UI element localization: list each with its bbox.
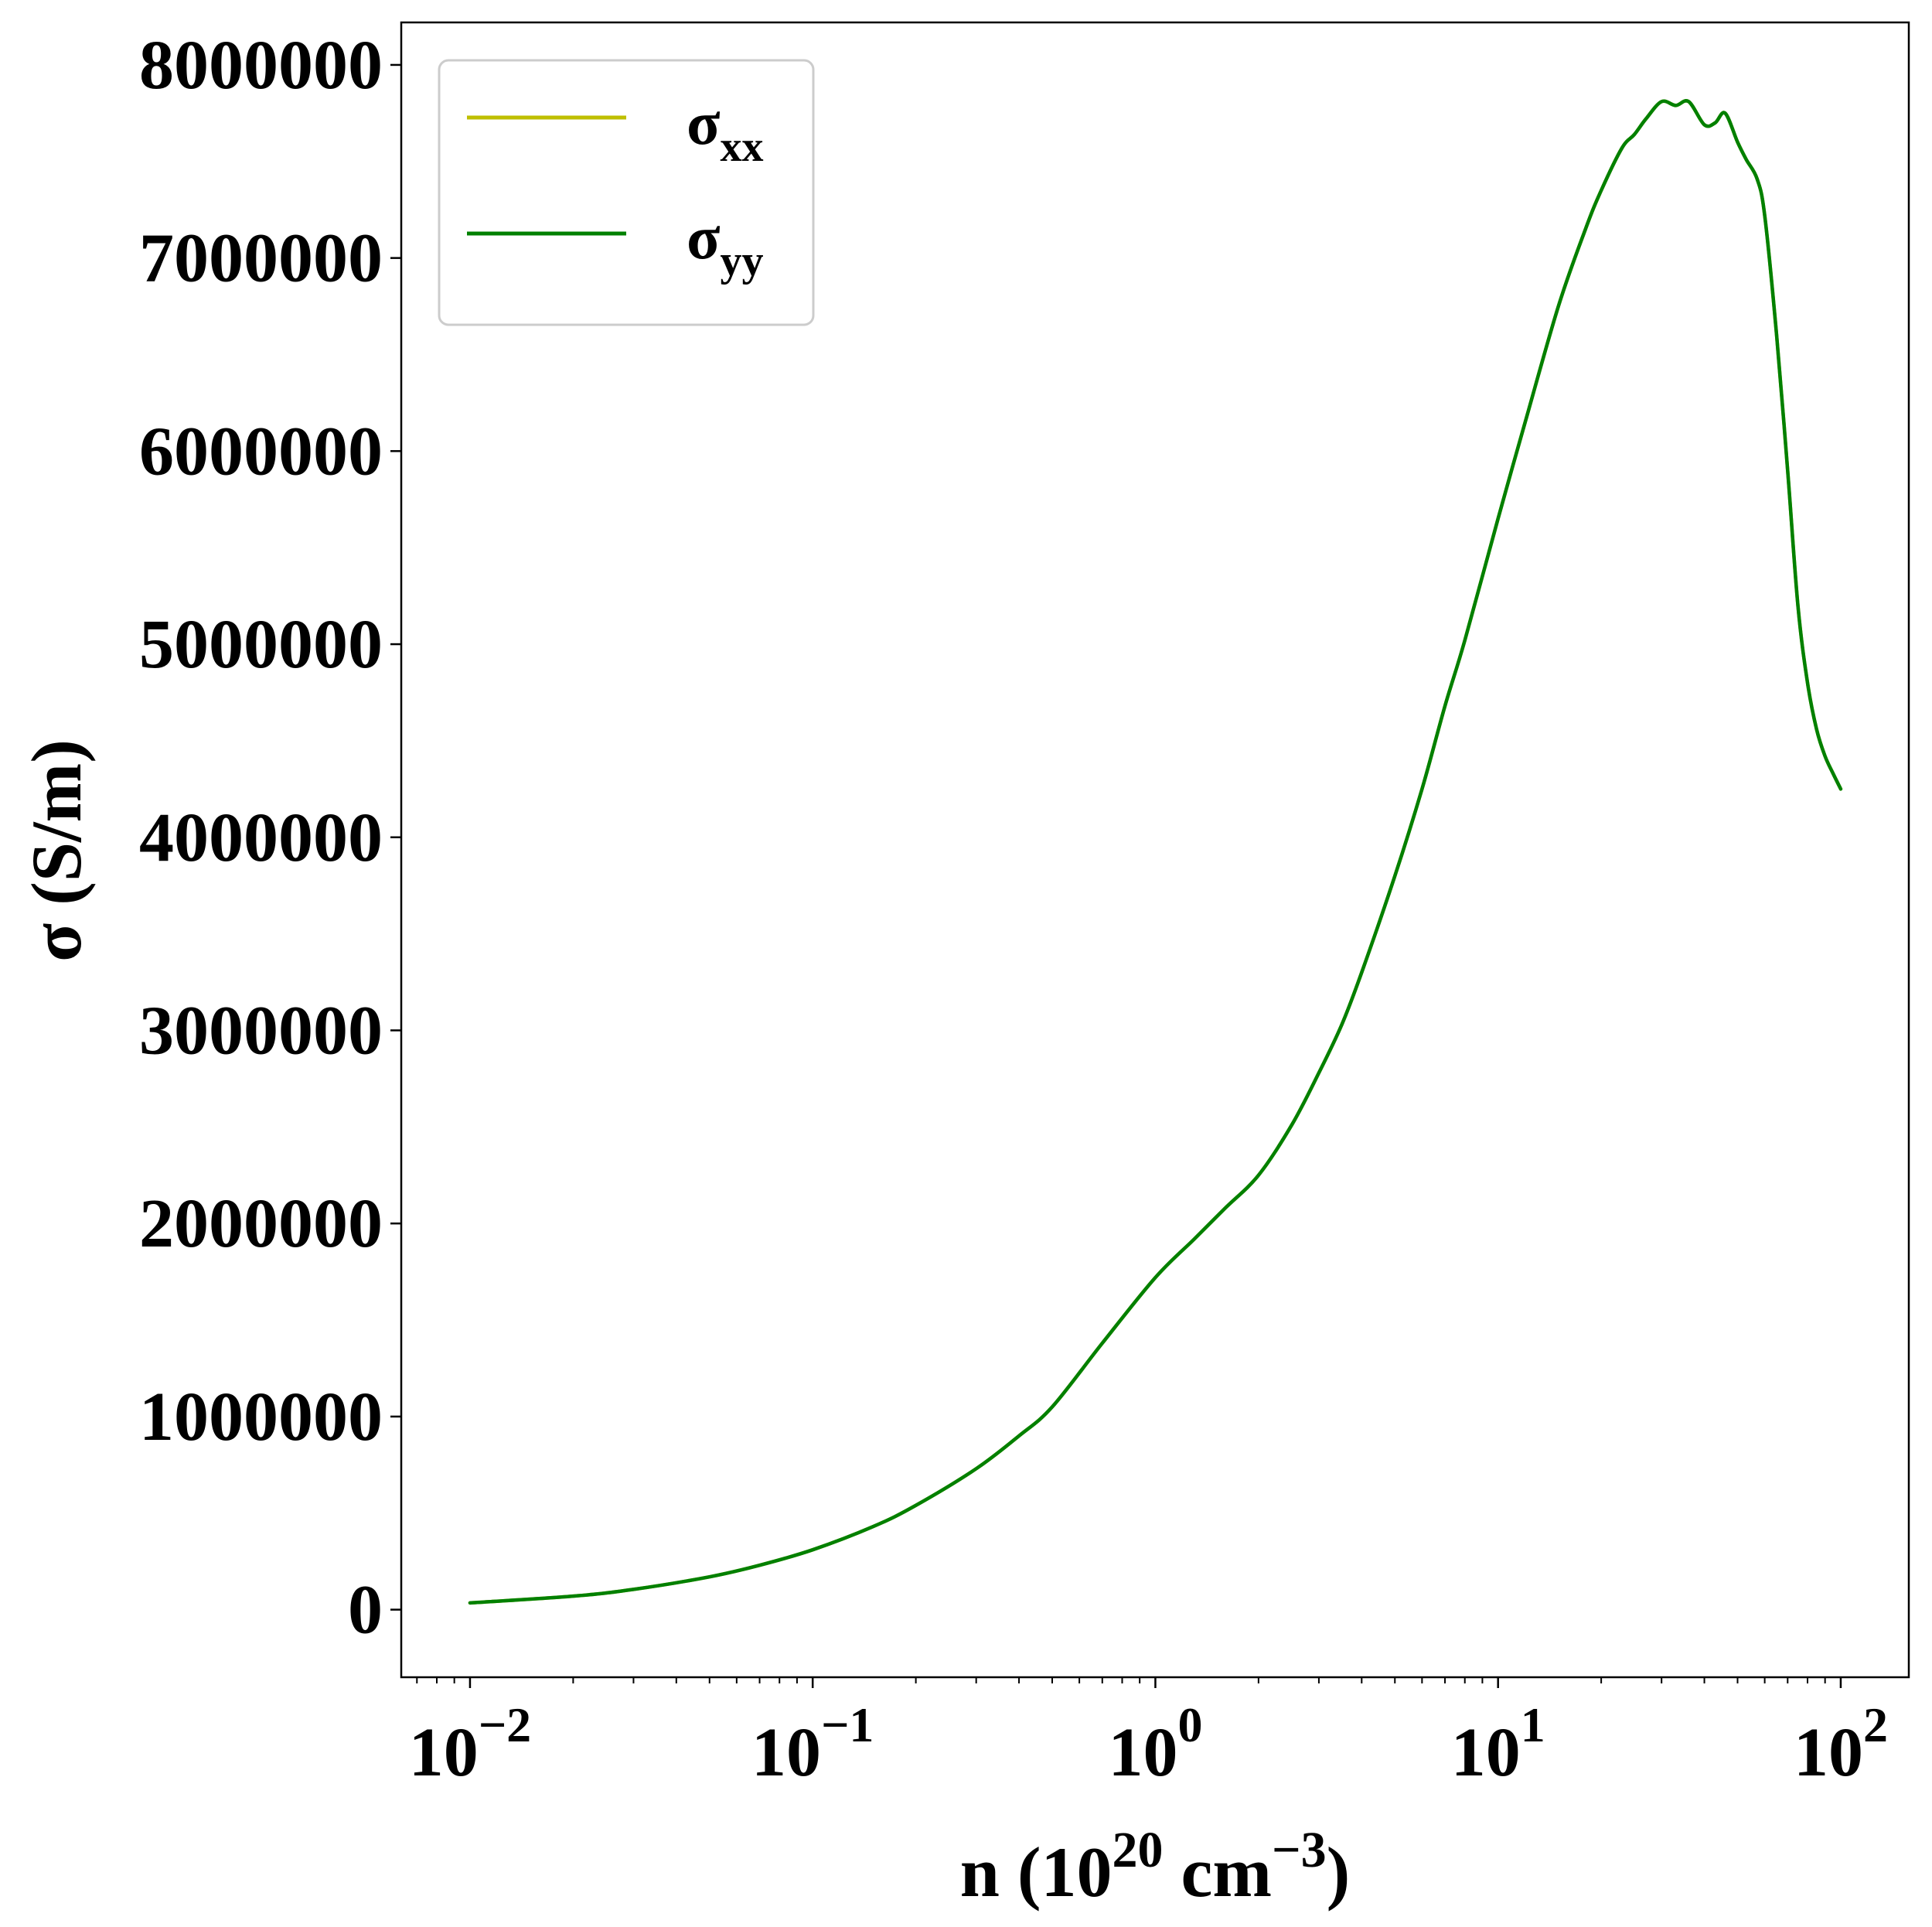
x-tick-label-base: 10 [1794,1714,1863,1791]
legend-entry-sigma-yy: σyy [687,204,764,285]
x-tick-label-exponent: 2 [1863,1697,1888,1752]
series-line-sigma-yy [468,99,1843,1605]
x-axis-label-exponent-2: −3 [1272,1822,1327,1878]
x-tick-label-exponent: 0 [1177,1697,1202,1752]
x-tick-label: 10−2 [409,1697,531,1791]
y-tick-label: 8000000 [139,27,383,104]
data-series [468,99,1843,1605]
x-tick-label-base: 10 [1451,1714,1521,1791]
y-axis-label: σ (S/m) [17,739,96,962]
x-tick-label-exponent: −1 [821,1697,874,1752]
x-axis-label-middle: cm [1164,1833,1272,1912]
x-axis-ticks: 10−2 10−1 100 101 102 [409,1677,1888,1791]
y-tick-label: 5000000 [139,606,383,683]
x-axis-label-base: n (10 [960,1833,1113,1912]
x-tick-label-exponent: −2 [479,1697,531,1752]
y-tick-label: 3000000 [139,992,383,1069]
x-axis-label-exponent-1: 20 [1113,1822,1164,1878]
legend: σxx σyy [438,59,815,326]
y-axis-ticks: 0 1000000 2000000 3000000 4000000 5000000 6000… [139,27,401,1649]
legend-entry-sigma-yy-symbol: σ [687,204,721,272]
x-tick-label: 102 [1794,1697,1888,1791]
x-tick-label: 100 [1108,1697,1202,1791]
x-axis-label-end: ) [1327,1833,1351,1912]
legend-entry-sigma-yy-subscript: yy [721,237,764,285]
x-tick-label-base: 10 [409,1714,479,1791]
x-tick-label-base: 10 [1108,1714,1177,1791]
y-tick-label: 1000000 [139,1379,383,1455]
x-tick-label-exponent: 1 [1521,1697,1545,1752]
x-axis-minor-ticks [416,1677,1826,1683]
y-tick-label: 6000000 [139,413,383,489]
legend-entry-sigma-xx: σxx [687,90,764,171]
y-tick-label: 4000000 [139,800,383,876]
legend-entry-sigma-xx-symbol: σ [687,90,721,158]
plot-frame [400,21,1910,1679]
x-axis-label: n (1020 cm−3) [960,1822,1351,1912]
x-tick-label: 101 [1451,1697,1545,1791]
x-tick-label-base: 10 [751,1714,821,1791]
y-tick-label: 0 [348,1572,383,1649]
legend-entry-sigma-xx-subscript: xx [721,123,764,171]
y-tick-label: 7000000 [139,220,383,297]
y-tick-label: 2000000 [139,1185,383,1262]
legend-frame [438,59,815,326]
x-tick-label: 10−1 [751,1697,874,1791]
